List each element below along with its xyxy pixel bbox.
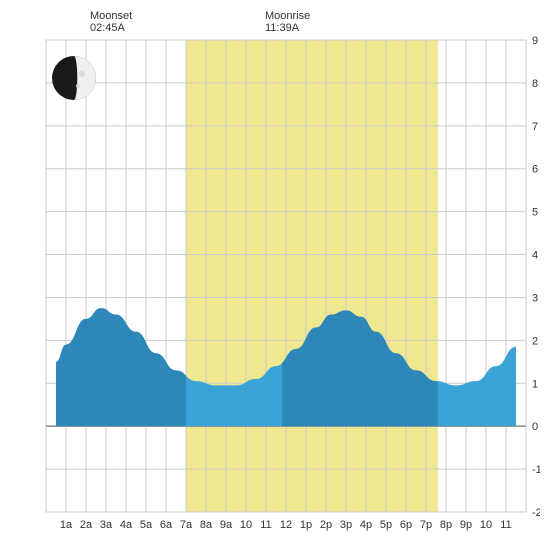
moonrise-time: 11:39A bbox=[265, 22, 310, 34]
x-tick: 2p bbox=[320, 519, 332, 531]
x-tick: 2a bbox=[80, 519, 93, 531]
x-tick: 1p bbox=[300, 519, 312, 531]
y-tick: 6 bbox=[532, 164, 538, 176]
x-tick: 7p bbox=[420, 519, 432, 531]
x-tick: 4a bbox=[120, 519, 133, 531]
moonset-title: Moonset bbox=[90, 10, 132, 22]
x-tick: 11 bbox=[260, 519, 271, 531]
y-tick: 4 bbox=[532, 250, 538, 262]
x-tick: 11 bbox=[500, 519, 511, 531]
x-tick: 3p bbox=[340, 519, 352, 531]
tide-chart: Moonset 02:45A Moonrise 11:39A -2-101234… bbox=[10, 10, 540, 540]
y-tick: 8 bbox=[532, 78, 538, 90]
y-tick: 5 bbox=[532, 207, 538, 219]
x-tick: 6p bbox=[400, 519, 412, 531]
x-tick: 4p bbox=[360, 519, 372, 531]
x-tick: 6a bbox=[160, 519, 173, 531]
x-tick: 8p bbox=[440, 519, 452, 531]
y-tick: -2 bbox=[532, 507, 540, 519]
y-tick: -1 bbox=[532, 464, 540, 476]
y-tick: 7 bbox=[532, 121, 538, 133]
moonrise-title: Moonrise bbox=[265, 10, 310, 22]
x-tick: 12 bbox=[280, 519, 292, 531]
x-tick: 9a bbox=[220, 519, 233, 531]
y-tick: 2 bbox=[532, 335, 538, 347]
x-tick: 9p bbox=[460, 519, 472, 531]
y-tick: 0 bbox=[532, 421, 538, 433]
chart-svg: -2-101234567891a2a3a4a5a6a7a8a9a1011121p… bbox=[10, 10, 540, 540]
x-tick: 3a bbox=[100, 519, 113, 531]
y-tick: 9 bbox=[532, 35, 538, 47]
x-tick: 7a bbox=[180, 519, 193, 531]
x-tick: 1a bbox=[60, 519, 73, 531]
moonset-label: Moonset 02:45A bbox=[90, 10, 132, 34]
moonset-time: 02:45A bbox=[90, 22, 132, 34]
moon-phase-icon bbox=[52, 56, 96, 100]
y-tick: 3 bbox=[532, 292, 538, 304]
daylight-band bbox=[186, 40, 438, 512]
y-tick: 1 bbox=[532, 378, 538, 390]
x-tick: 10 bbox=[240, 519, 252, 531]
x-tick: 8a bbox=[200, 519, 213, 531]
moonrise-label: Moonrise 11:39A bbox=[265, 10, 310, 34]
x-tick: 5p bbox=[380, 519, 392, 531]
x-tick: 5a bbox=[140, 519, 153, 531]
x-tick: 10 bbox=[480, 519, 492, 531]
